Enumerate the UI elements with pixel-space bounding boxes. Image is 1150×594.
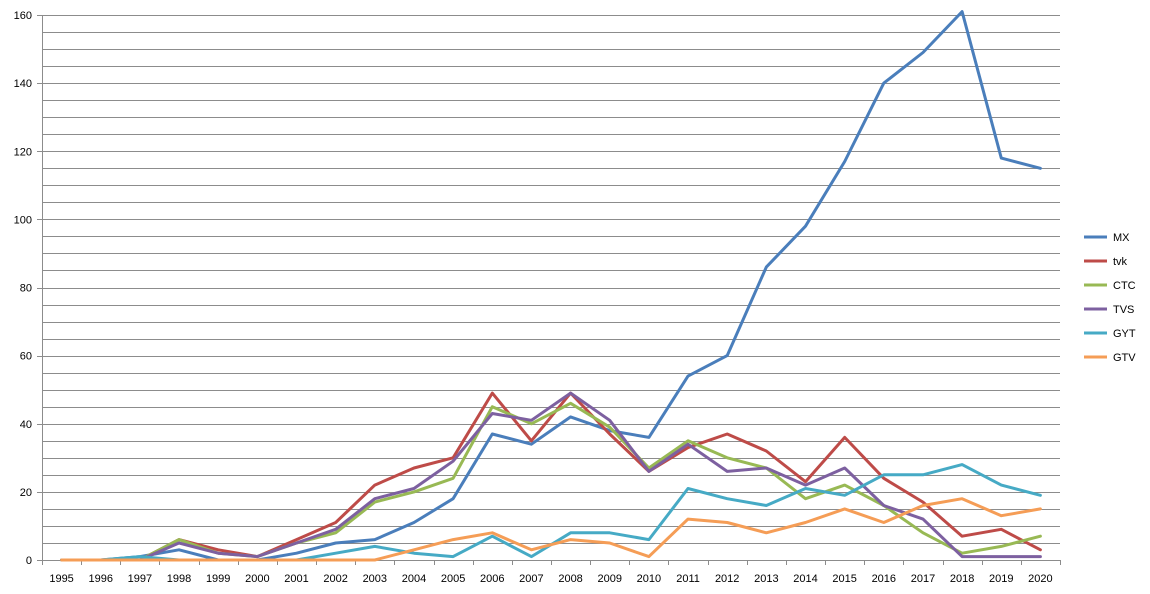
y-tick-label: 40 [20, 419, 32, 431]
x-tick-label: 2009 [597, 573, 621, 585]
x-tick-label: 2020 [1028, 573, 1052, 585]
series-line-gtv [60, 497, 1042, 562]
axes [37, 15, 1061, 565]
legend-label-gyt: GYT [1113, 328, 1136, 340]
x-tick-label: 1998 [167, 573, 191, 585]
y-tick-label: 100 [14, 214, 32, 226]
series-line-tvs [60, 391, 1042, 562]
x-tick-label: 2004 [402, 573, 426, 585]
y-tick-label: 20 [20, 487, 32, 499]
x-tick-label: 2007 [519, 573, 543, 585]
x-tick-label: 2002 [323, 573, 347, 585]
legend-label-tvs: TVS [1113, 304, 1134, 316]
x-tick-label: 2014 [793, 573, 817, 585]
series-lines [60, 10, 1042, 562]
series-line-ctc [60, 401, 1042, 562]
x-tick-label: 1995 [49, 573, 73, 585]
x-tick-label: 2001 [284, 573, 308, 585]
x-tick-label: 1996 [88, 573, 112, 585]
legend-label-mx: MX [1113, 232, 1130, 244]
x-tick-label: 2003 [363, 573, 387, 585]
x-tick-label: 2016 [872, 573, 896, 585]
x-tick-label: 1999 [206, 573, 230, 585]
x-tick-label: 2012 [715, 573, 739, 585]
x-tick-label: 2005 [441, 573, 465, 585]
legend-label-gtv: GTV [1113, 352, 1136, 364]
y-tick-label: 160 [14, 10, 32, 22]
y-tick-label: 120 [14, 146, 32, 158]
legend-label-tvk: tvk [1113, 256, 1128, 268]
x-tick-label: 1997 [128, 573, 152, 585]
y-tick-label: 60 [20, 351, 32, 363]
x-tick-labels: 1995 1996 1997 1998 1999 2000 2001 2002 2003 2004… [49, 573, 1052, 585]
y-tick-labels: 0 20 40 60 80 100 120 140 160 [14, 10, 32, 567]
x-tick-label: 2015 [832, 573, 856, 585]
legend-label-ctc: CTC [1113, 280, 1136, 292]
y-tick-label: 0 [26, 555, 32, 567]
series-line-tvk [60, 391, 1042, 562]
x-tick-label: 2006 [480, 573, 504, 585]
series-line-mx [60, 10, 1042, 562]
gridlines [42, 15, 1060, 544]
x-tick-label: 2019 [989, 573, 1013, 585]
x-tick-label: 2011 [676, 573, 700, 585]
x-tick-label: 2010 [637, 573, 661, 585]
x-tick-label: 2000 [245, 573, 269, 585]
y-tick-label: 140 [14, 78, 32, 90]
y-tick-label: 80 [20, 283, 32, 295]
legend: MX tvk CTC TVS GYT GTV [1084, 232, 1136, 364]
x-tick-label: 2018 [950, 573, 974, 585]
x-tick-label: 2017 [911, 573, 935, 585]
x-tick-label: 2008 [558, 573, 582, 585]
x-tick-label: 2013 [754, 573, 778, 585]
